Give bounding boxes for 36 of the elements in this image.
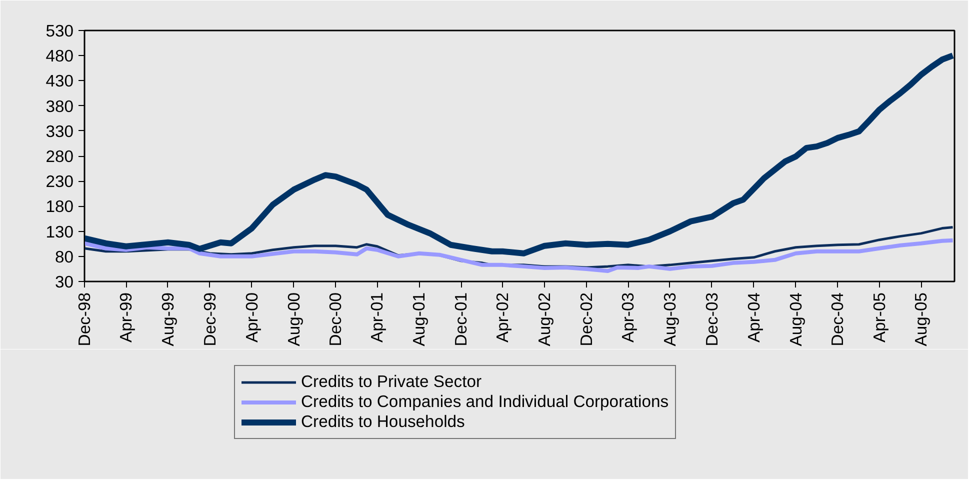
x-tick-label: Apr-99 (116, 292, 136, 342)
x-tick-label: Apr-04 (744, 292, 764, 342)
x-tick-label: Aug-01 (410, 292, 429, 346)
legend-label: Credits to Companies and Individual Corporations (301, 392, 669, 412)
x-tick-label: Aug-00 (284, 292, 304, 346)
y-tick-label: 330 (46, 122, 74, 141)
x-tick-label: Aug-04 (786, 292, 806, 346)
line-series (84, 238, 954, 273)
x-tick-label: Dec-02 (577, 292, 596, 346)
y-tick-label: 180 (46, 197, 74, 216)
y-tick-label: 30 (54, 272, 74, 292)
y-tick-label: 380 (46, 96, 74, 116)
y-tick-label: 280 (46, 147, 74, 166)
legend-label: Credits to Private Sector (301, 372, 482, 392)
x-tick-label: Aug-02 (535, 292, 554, 346)
x-tick-label: Dec-98 (75, 292, 94, 346)
x-tick-label: Dec-99 (200, 292, 220, 346)
x-tick-label: Apr-03 (618, 292, 638, 342)
x-tick-label: Apr-01 (368, 292, 387, 342)
x-tick-label: Apr-05 (870, 292, 889, 342)
x-tick-label: Dec-00 (326, 292, 346, 346)
y-tick-label: 230 (46, 172, 74, 192)
x-tick-label: Aug-03 (660, 292, 680, 346)
legend-label: Credits to Households (301, 412, 465, 432)
x-tick-label: Aug-05 (912, 292, 931, 346)
x-tick-label: Aug-99 (158, 292, 178, 346)
x-tick-label: Dec-04 (828, 292, 848, 346)
y-tick-label: 530 (46, 22, 74, 40)
x-tick-label: Dec-03 (702, 292, 722, 346)
y-tick-label: 480 (46, 46, 74, 66)
x-tick-label: Apr-02 (493, 292, 512, 342)
y-tick-label: 430 (46, 72, 74, 91)
x-tick-label: Dec-01 (452, 292, 471, 346)
y-tick-label: 130 (46, 222, 74, 242)
y-tick-label: 80 (54, 247, 74, 266)
x-tick-label: Apr-00 (242, 292, 262, 342)
